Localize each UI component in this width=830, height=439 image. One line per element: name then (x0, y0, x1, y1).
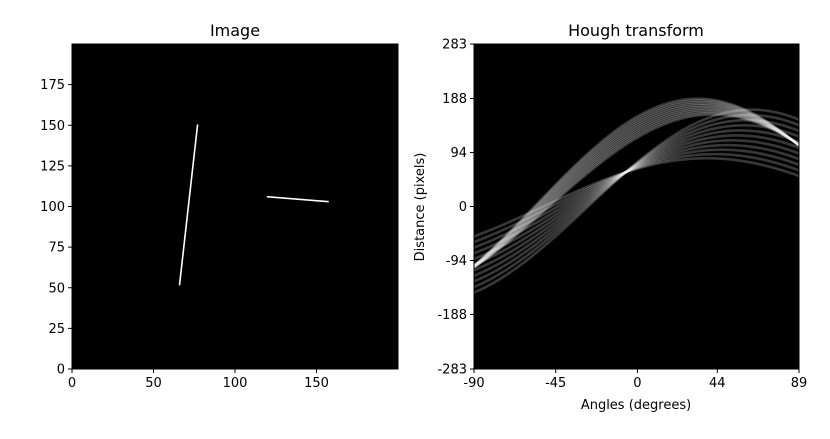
image-y-tick-label: 100 (40, 200, 65, 215)
image-y-tick-label: 25 (48, 322, 65, 337)
hough-y-tick-label: -283 (437, 363, 467, 378)
hough-y-tick-label: -188 (437, 308, 467, 323)
hough-x-tick-label: 44 (709, 376, 726, 391)
image-y-tick-label: 175 (40, 78, 65, 93)
image-x-tick-label: 50 (145, 376, 162, 391)
image-y-tick-label: 125 (40, 159, 65, 174)
image-segments (178, 124, 329, 286)
hough-x-tick-label: -45 (545, 376, 566, 391)
image-x-ticks: 0 50 100 150 (68, 369, 329, 391)
hough-y-tick-label: 283 (442, 38, 467, 53)
hough-curves (474, 97, 799, 294)
image-y-tick-label: 50 (48, 281, 65, 296)
hough-x-tick-label: -90 (463, 376, 484, 391)
hough-title: Hough transform (568, 21, 704, 40)
hough-y-tick-label: -94 (446, 254, 467, 269)
hough-panel: Hough transform -90 -45 0 44 89 -283 -188 -94 0… (413, 21, 807, 413)
image-segment-flat-line (266, 195, 329, 203)
image-segment-steep-line (178, 124, 199, 286)
hough-y-tick-label: 188 (442, 92, 467, 107)
hough-x-tick-label: 0 (633, 376, 641, 391)
image-y-ticks: 0 25 50 75 100 125 150 175 (40, 78, 72, 378)
hough-x-ticks: -90 -45 0 44 89 (463, 369, 807, 391)
image-panel: Image 0 50 100 150 0 25 50 75 100 125 150 175 (40, 21, 399, 391)
image-y-tick-label: 75 (48, 241, 65, 256)
hough-frame (473, 43, 800, 370)
image-y-tick-label: 0 (57, 363, 65, 378)
image-x-tick-label: 100 (223, 376, 248, 391)
hough-y-tick-label: 0 (459, 200, 467, 215)
image-x-tick-label: 150 (304, 376, 329, 391)
hough-x-tick-label: 89 (791, 376, 808, 391)
hough-plot-area (474, 44, 799, 369)
image-y-tick-label: 150 (40, 119, 65, 134)
image-frame (71, 43, 399, 370)
hough-x-label: Angles (degrees) (581, 398, 691, 413)
image-plot-area (72, 44, 398, 369)
hough-y-tick-label: 94 (450, 146, 467, 161)
image-x-tick-label: 0 (68, 376, 76, 391)
hough-y-ticks: -283 -188 -94 0 94 188 283 (437, 38, 474, 378)
hough-curve-flat-line-band (474, 97, 799, 267)
hough-y-label: Distance (pixels) (413, 153, 428, 262)
image-title: Image (210, 21, 260, 40)
